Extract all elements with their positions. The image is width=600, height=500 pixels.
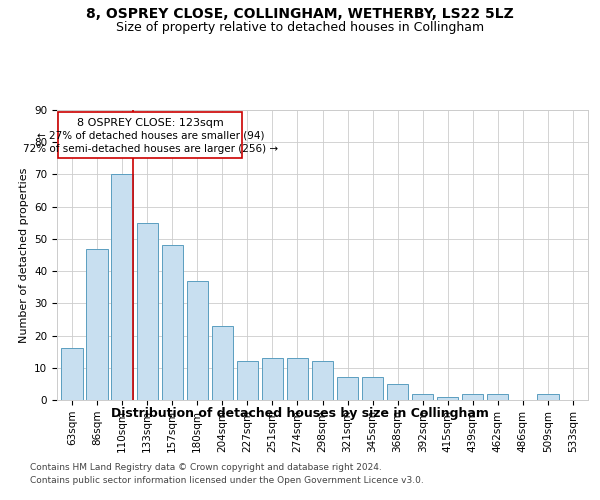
Bar bbox=[112, 174, 133, 400]
Text: Distribution of detached houses by size in Collingham: Distribution of detached houses by size … bbox=[111, 408, 489, 420]
Bar bbox=[437, 397, 458, 400]
Text: Contains public sector information licensed under the Open Government Licence v3: Contains public sector information licen… bbox=[30, 476, 424, 485]
Text: 8, OSPREY CLOSE, COLLINGHAM, WETHERBY, LS22 5LZ: 8, OSPREY CLOSE, COLLINGHAM, WETHERBY, L… bbox=[86, 8, 514, 22]
Bar bbox=[537, 394, 559, 400]
Bar bbox=[262, 358, 283, 400]
Bar bbox=[212, 326, 233, 400]
Bar bbox=[237, 362, 258, 400]
Bar bbox=[187, 281, 208, 400]
Text: 8 OSPREY CLOSE: 123sqm: 8 OSPREY CLOSE: 123sqm bbox=[77, 118, 224, 128]
Bar bbox=[412, 394, 433, 400]
Text: Size of property relative to detached houses in Collingham: Size of property relative to detached ho… bbox=[116, 21, 484, 34]
Bar bbox=[462, 394, 484, 400]
Y-axis label: Number of detached properties: Number of detached properties bbox=[19, 168, 29, 342]
Bar bbox=[362, 378, 383, 400]
Bar bbox=[58, 112, 242, 158]
Bar bbox=[312, 362, 333, 400]
Text: 72% of semi-detached houses are larger (256) →: 72% of semi-detached houses are larger (… bbox=[23, 144, 278, 154]
Bar bbox=[387, 384, 408, 400]
Text: ← 27% of detached houses are smaller (94): ← 27% of detached houses are smaller (94… bbox=[37, 131, 264, 141]
Bar bbox=[487, 394, 508, 400]
Bar bbox=[86, 248, 108, 400]
Bar bbox=[61, 348, 83, 400]
Bar bbox=[161, 246, 183, 400]
Bar bbox=[287, 358, 308, 400]
Bar bbox=[337, 378, 358, 400]
Text: Contains HM Land Registry data © Crown copyright and database right 2024.: Contains HM Land Registry data © Crown c… bbox=[30, 462, 382, 471]
Bar bbox=[137, 223, 158, 400]
